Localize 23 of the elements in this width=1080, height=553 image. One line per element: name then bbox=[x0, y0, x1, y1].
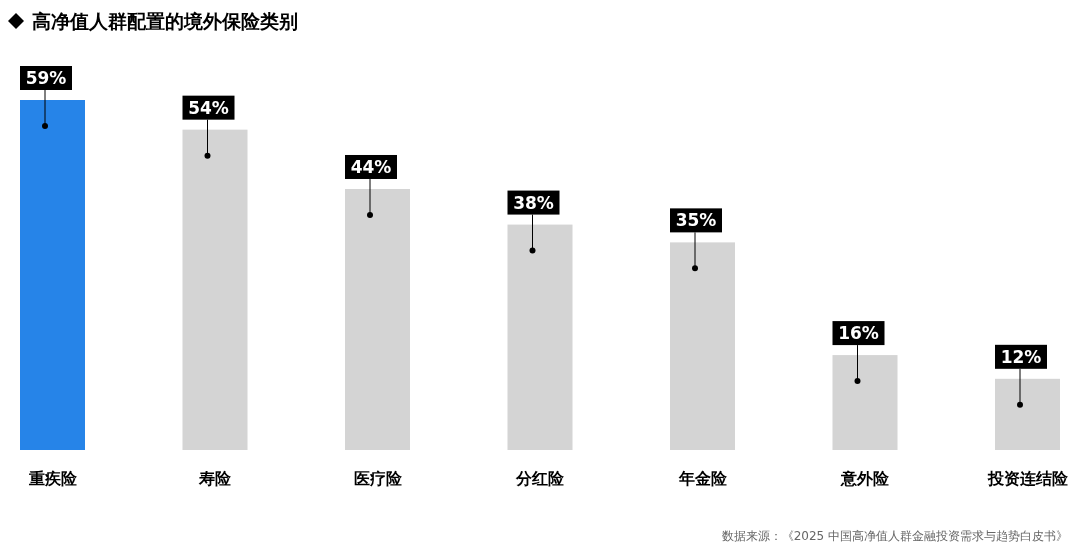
x-tick-label: 意外险 bbox=[840, 469, 890, 488]
chart-title: 高净值人群配置的境外保险类别 bbox=[32, 10, 298, 32]
x-tick-label: 医疗险 bbox=[353, 469, 403, 488]
data-label: 44% bbox=[350, 156, 392, 177]
bar bbox=[182, 129, 248, 450]
bar bbox=[20, 100, 85, 450]
x-tick-label: 年金险 bbox=[677, 469, 728, 488]
bar bbox=[832, 355, 898, 450]
x-tick-label: 寿险 bbox=[198, 469, 232, 488]
bar bbox=[345, 188, 410, 450]
data-label: 59% bbox=[25, 68, 67, 88]
x-tick-label: 分红险 bbox=[515, 469, 565, 488]
data-label: 54% bbox=[188, 97, 229, 118]
data-label: 35% bbox=[675, 210, 717, 231]
data-label: 16% bbox=[838, 323, 879, 344]
x-tick-label: 投资连结险 bbox=[986, 469, 1069, 488]
bar bbox=[507, 224, 573, 450]
data-label: 38% bbox=[513, 192, 554, 213]
source-note: 数据来源：《2025 中国高净值人群金融投资需求与趋势白皮书》 bbox=[721, 529, 1068, 543]
bar bbox=[995, 378, 1060, 450]
x-tick-label: 重疾险 bbox=[27, 469, 78, 488]
data-label: 12% bbox=[1000, 346, 1042, 367]
bar bbox=[670, 242, 735, 450]
